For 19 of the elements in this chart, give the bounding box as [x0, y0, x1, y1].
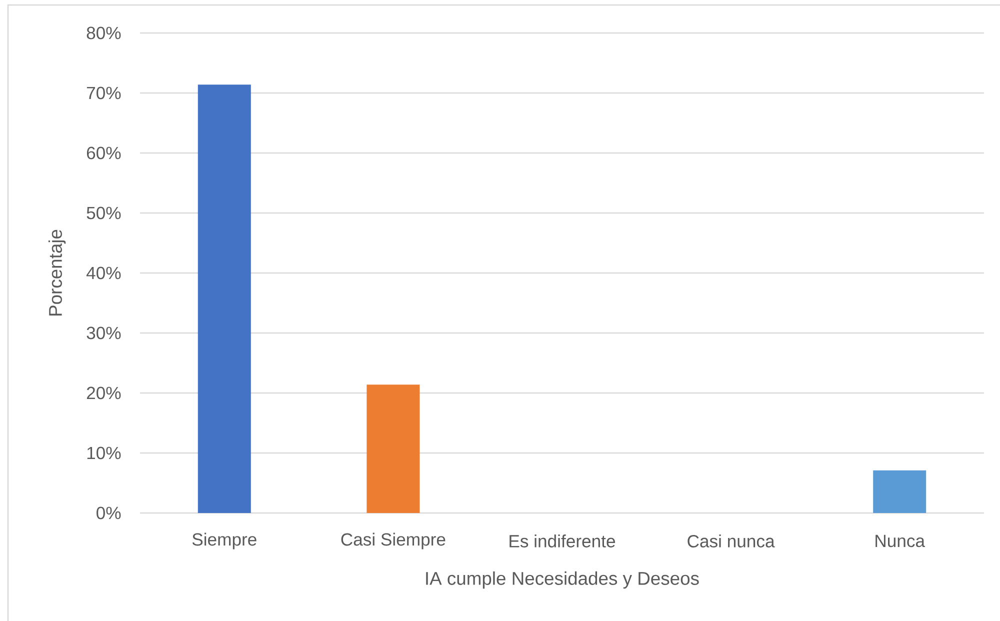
y-tick-label: 30%: [86, 326, 121, 340]
x-tick-label: Es indiferente: [510, 534, 616, 548]
x-tick-label: Casi nunca: [688, 534, 775, 548]
x-tick-label: Siempre: [192, 532, 256, 550]
y-axis-title: Porcentaje: [48, 230, 66, 316]
y-tick-label: 20%: [86, 386, 121, 400]
y-tick-label: 10%: [87, 446, 121, 460]
y-tick-label: 40%: [86, 266, 121, 280]
y-tick-label: 60%: [86, 146, 121, 160]
x-tick-label: Nunca: [876, 534, 926, 548]
y-tick-label: 80%: [86, 26, 121, 40]
x-axis-title: IA cumple Necesidades y Deseos: [426, 571, 699, 589]
y-tick-label: 50%: [86, 206, 121, 220]
y-tick-label: 70%: [86, 86, 121, 100]
y-tick-label: 0%: [96, 506, 121, 520]
x-tick-label: Casi Siempre: [341, 532, 446, 550]
bar: [873, 470, 926, 513]
bar: [366, 384, 420, 513]
bar: [198, 84, 251, 513]
